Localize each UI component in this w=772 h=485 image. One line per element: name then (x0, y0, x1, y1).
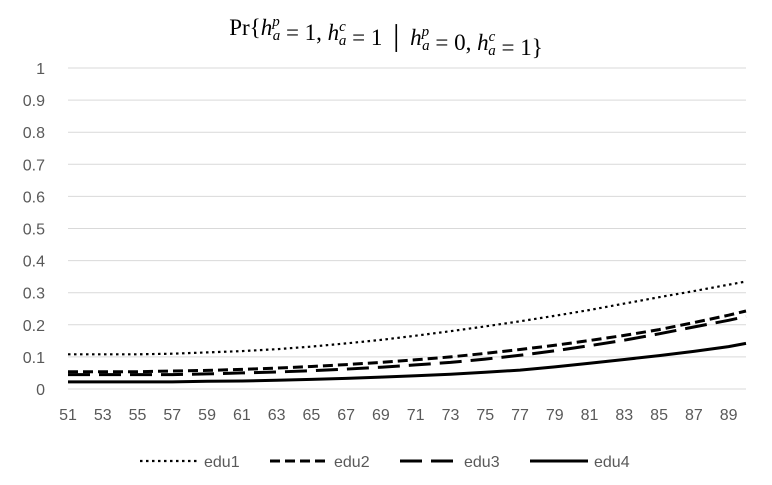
x-tick-label: 69 (372, 407, 390, 424)
x-tick-label: 53 (94, 407, 112, 424)
legend-label-edu4: edu4 (594, 454, 630, 471)
y-tick-label: 0.6 (23, 189, 45, 206)
y-tick-label: 0.4 (23, 254, 45, 271)
x-tick-label: 75 (476, 407, 494, 424)
x-tick-label: 89 (720, 407, 738, 424)
legend-label-edu3: edu3 (464, 454, 500, 471)
x-tick-label: 77 (511, 407, 529, 424)
x-tick-label: 59 (198, 407, 216, 424)
y-tick-label: 0 (36, 382, 45, 399)
y-tick-label: 0.7 (23, 157, 45, 174)
x-tick-label: 85 (650, 407, 668, 424)
legend: edu1 edu2 edu3 edu4 (140, 454, 630, 471)
chart-title: Pr{hp a = 1, hc a = 1 │ hp a = 0, hc a = 1} (229, 14, 543, 60)
x-tick-label: 65 (302, 407, 320, 424)
series-line-edu4 (68, 341, 747, 384)
y-tick-label: 0.1 (23, 350, 45, 367)
y-axis-ticks: 0 0.1 0.2 0.3 0.4 0.5 0.6 0.7 0.8 0.9 1 (23, 61, 45, 399)
x-tick-label: 61 (233, 407, 251, 424)
series-line-edu1 (68, 280, 747, 356)
legend-label-edu1: edu1 (204, 454, 240, 471)
series-line-edu2 (68, 309, 747, 374)
y-tick-label: 0.9 (23, 93, 45, 110)
x-tick-label: 71 (407, 407, 425, 424)
y-tick-label: 0.8 (23, 125, 45, 142)
x-tick-label: 81 (581, 407, 599, 424)
x-tick-label: 63 (268, 407, 286, 424)
series-lines (68, 280, 747, 384)
legend-label-edu2: edu2 (334, 454, 370, 471)
x-tick-label: 57 (163, 407, 181, 424)
x-tick-label: 83 (615, 407, 633, 424)
x-tick-label: 51 (59, 407, 77, 424)
x-tick-label: 73 (442, 407, 460, 424)
gridlines (68, 67, 746, 390)
x-tick-label: 79 (546, 407, 564, 424)
y-tick-label: 0.5 (23, 222, 45, 239)
x-axis-ticks: 51 53 55 57 59 61 63 65 67 69 71 73 75 77 79 81 83 85 87 89 (59, 407, 738, 424)
y-tick-label: 0.3 (23, 286, 45, 303)
x-tick-label: 55 (129, 407, 147, 424)
y-tick-label: 0.2 (23, 318, 45, 335)
series-line-edu3 (68, 315, 747, 377)
x-tick-label: 67 (337, 407, 355, 424)
x-tick-label: 87 (685, 407, 703, 424)
chart-title-text: Pr{hp a = 1, hc a = 1 │ hp a = 0, hc a = 1} (229, 14, 543, 60)
y-tick-label: 1 (36, 61, 45, 78)
